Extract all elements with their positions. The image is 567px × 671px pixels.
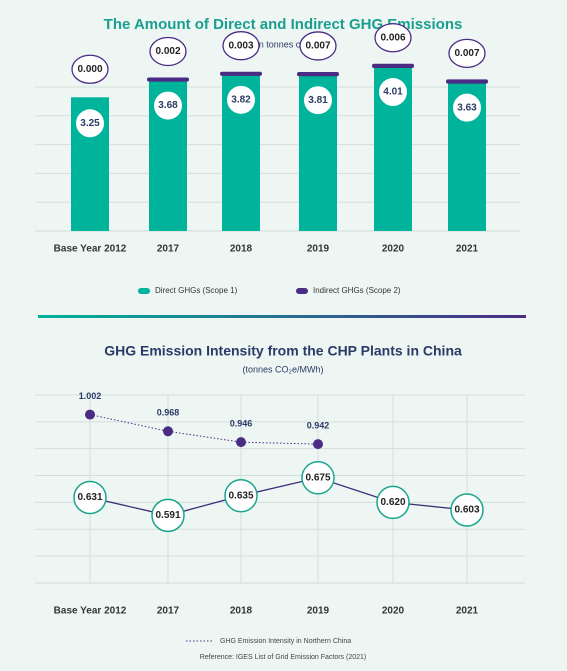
point: [224, 478, 258, 513]
point: [163, 426, 173, 437]
data-label: 0.000: [77, 64, 102, 75]
legend-label: Direct GHGs (Scope 1): [155, 286, 238, 295]
label-badge: [374, 23, 412, 53]
label-badge: [71, 54, 109, 84]
data-label: 0.002: [155, 46, 180, 57]
x-tick-label: 2017: [157, 606, 180, 617]
data-label: 0.942: [307, 420, 330, 430]
note: Reference: IGES List of Grid Emission Fa…: [200, 654, 367, 661]
x-tick-label: 2021: [456, 244, 479, 255]
data-label: 0.003: [228, 40, 253, 51]
label-badge: [149, 36, 187, 67]
x-tick-label: 2018: [230, 244, 253, 255]
label-badge: [76, 109, 104, 138]
x-tick-label: 2020: [382, 244, 405, 255]
point: [85, 409, 95, 420]
data-label: 3.81: [308, 95, 328, 106]
chart-title: GHG Emission Intensity from the CHP Plan…: [104, 343, 462, 359]
x-tick-label: 2021: [456, 606, 479, 617]
data-label: 0.675: [305, 472, 330, 483]
label-badge: [453, 93, 481, 122]
data-label: 1.002: [79, 391, 102, 401]
series-line: [89, 477, 468, 517]
separator: [38, 315, 526, 318]
label-badge: [227, 85, 255, 114]
point: [151, 498, 185, 533]
chart-title: The Amount of Direct and Indirect GHG Em…: [104, 16, 463, 33]
data-label: 4.01: [383, 87, 403, 98]
label-badge: [379, 78, 407, 107]
data-label: 0.631: [77, 492, 102, 503]
data-label: 0.635: [228, 490, 253, 501]
data-label: 0.946: [230, 419, 253, 429]
data-label: 0.007: [454, 48, 479, 59]
point: [450, 493, 484, 527]
x-tick-label: 2017: [157, 244, 180, 255]
x-tick-label: 2019: [307, 244, 330, 255]
legend-label: GHG Emission Intensity in Northern China: [220, 638, 351, 645]
data-label: 0.591: [155, 510, 180, 521]
data-label: 0.603: [454, 505, 479, 516]
x-tick-label: 2019: [307, 606, 330, 617]
label-badge: [154, 91, 182, 120]
legend-swatch: [138, 288, 150, 294]
data-label: 0.620: [380, 497, 405, 508]
x-tick-label: Base Year 2012: [54, 606, 127, 617]
data-label: 0.006: [380, 32, 405, 43]
data-label: 3.82: [231, 94, 251, 105]
label-badge: [304, 86, 332, 115]
point: [376, 485, 410, 520]
data-label: 0.968: [157, 408, 180, 418]
point: [313, 439, 323, 450]
chart-subtitle: (tonnes CO₂e/MWh): [242, 364, 323, 374]
data-label: 3.68: [158, 100, 178, 111]
legend-label: Indirect GHGs (Scope 2): [313, 286, 401, 295]
point: [301, 461, 335, 495]
point: [236, 437, 246, 448]
chart-subtitle: (million tonnes of CO₂e): [235, 39, 331, 49]
legend-swatch: [296, 288, 308, 294]
data-label: 0.007: [305, 41, 330, 52]
label-badge: [448, 38, 486, 69]
data-label: 3.63: [457, 102, 477, 113]
label-badge: [299, 31, 337, 61]
point: [73, 480, 107, 515]
data-label: 3.25: [80, 118, 100, 129]
x-tick-label: 2018: [230, 606, 253, 617]
label-badge: [222, 31, 260, 61]
x-tick-label: 2020: [382, 606, 405, 617]
x-tick-label: Base Year 2012: [54, 244, 127, 255]
series-line: [89, 414, 319, 445]
